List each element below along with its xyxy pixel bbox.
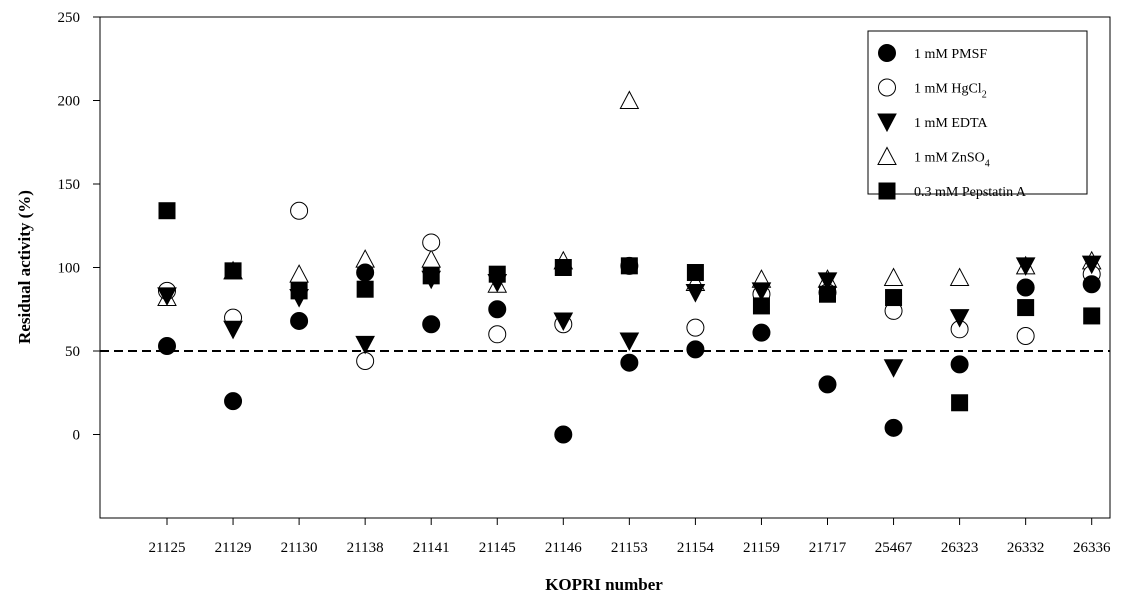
data-point bbox=[619, 332, 640, 352]
y-tick-label: 250 bbox=[58, 10, 81, 26]
data-point bbox=[884, 418, 903, 437]
data-point bbox=[356, 352, 375, 371]
data-point bbox=[157, 287, 177, 306]
x-tick-label: 21129 bbox=[215, 540, 252, 556]
x-tick-label: 21154 bbox=[677, 540, 714, 556]
legend-marker bbox=[878, 44, 896, 62]
legend-label: 1 mM HgCl2 bbox=[914, 82, 987, 101]
data-point bbox=[224, 262, 242, 280]
x-tick-label: 26336 bbox=[1073, 540, 1111, 556]
x-tick-label: 21146 bbox=[545, 540, 582, 556]
data-point bbox=[422, 315, 441, 334]
y-tick-label: 100 bbox=[58, 261, 81, 277]
data-point bbox=[356, 280, 374, 298]
data-point bbox=[158, 202, 176, 220]
y-tick-label: 0 bbox=[73, 428, 81, 444]
y-axis-title: Residual activity (%) bbox=[15, 190, 34, 344]
legend: 1 mM PMSF 1 mM HgCl2 1 mM EDTA 1 mM ZnSO4 0.… bbox=[867, 30, 1088, 200]
data-point bbox=[223, 320, 243, 340]
legend-label: 1 mM PMSF bbox=[914, 47, 987, 62]
x-tick-label: 25467 bbox=[875, 540, 913, 556]
y-tick-label: 200 bbox=[58, 94, 81, 110]
data-point bbox=[685, 284, 706, 303]
x-axis-title: KOPRI number bbox=[545, 575, 663, 594]
data-point bbox=[620, 257, 638, 275]
y-tick-label: 150 bbox=[58, 177, 81, 193]
data-point bbox=[554, 425, 573, 444]
x-tick-label: 21145 bbox=[479, 540, 516, 556]
data-point bbox=[553, 312, 574, 332]
legend-box bbox=[867, 30, 1088, 195]
data-point bbox=[488, 325, 507, 344]
data-point bbox=[554, 259, 572, 276]
data-point bbox=[1015, 257, 1036, 276]
data-points bbox=[157, 90, 1102, 444]
data-point bbox=[819, 285, 836, 303]
x-tick-label: 21159 bbox=[743, 540, 780, 556]
legend-marker bbox=[877, 113, 897, 133]
data-point bbox=[686, 318, 705, 337]
data-point bbox=[422, 233, 441, 252]
data-point bbox=[883, 359, 904, 378]
data-point bbox=[752, 323, 771, 342]
data-point bbox=[817, 272, 838, 291]
x-tick-label: 26332 bbox=[1007, 540, 1045, 556]
y-tick-label: 50 bbox=[65, 344, 80, 360]
legend-marker bbox=[877, 146, 897, 165]
data-point bbox=[1082, 275, 1101, 294]
x-tick-label: 21153 bbox=[611, 540, 648, 556]
data-point bbox=[1083, 307, 1101, 325]
legend-label: 1 mM EDTA bbox=[914, 116, 988, 131]
data-point bbox=[356, 263, 375, 282]
x-tick-label: 21125 bbox=[149, 540, 186, 556]
legend-label: 1 mM ZnSO4 bbox=[914, 151, 990, 170]
data-point bbox=[949, 267, 970, 287]
data-point bbox=[883, 267, 904, 287]
x-axis: 21125 21129 21130 21138 21141 21145 21146 21153… bbox=[149, 518, 1111, 556]
x-tick-label: 26323 bbox=[941, 540, 979, 556]
x-tick-label: 21717 bbox=[809, 540, 847, 556]
x-tick-label: 21130 bbox=[281, 540, 318, 556]
data-point bbox=[355, 335, 375, 355]
data-point bbox=[686, 340, 705, 359]
data-point bbox=[619, 90, 640, 109]
data-point bbox=[686, 264, 704, 282]
data-point bbox=[289, 264, 309, 283]
data-point bbox=[158, 336, 176, 355]
x-tick-label: 21138 bbox=[347, 540, 384, 556]
data-point bbox=[951, 394, 969, 412]
data-point bbox=[422, 267, 440, 285]
data-point bbox=[1081, 255, 1102, 275]
legend-marker bbox=[878, 182, 896, 200]
data-point bbox=[290, 311, 309, 330]
data-point bbox=[885, 289, 903, 307]
data-point bbox=[1017, 299, 1035, 317]
legend-marker bbox=[878, 78, 896, 97]
y-axis: 0 50 100 150 200 250 bbox=[58, 10, 100, 444]
data-point bbox=[1016, 278, 1035, 297]
data-point bbox=[818, 375, 837, 394]
data-point bbox=[488, 265, 506, 283]
data-point bbox=[751, 282, 772, 301]
x-tick-label: 21141 bbox=[413, 540, 450, 556]
legend-label: 0.3 mM Pepstatin A bbox=[914, 185, 1027, 200]
data-point bbox=[290, 201, 309, 220]
data-point bbox=[421, 249, 442, 268]
data-point bbox=[1016, 326, 1035, 345]
data-point bbox=[224, 392, 243, 411]
data-point bbox=[752, 297, 770, 315]
data-point bbox=[949, 309, 970, 328]
data-point bbox=[950, 355, 969, 374]
data-point bbox=[290, 282, 308, 300]
data-point bbox=[620, 353, 639, 372]
data-point bbox=[488, 300, 507, 319]
